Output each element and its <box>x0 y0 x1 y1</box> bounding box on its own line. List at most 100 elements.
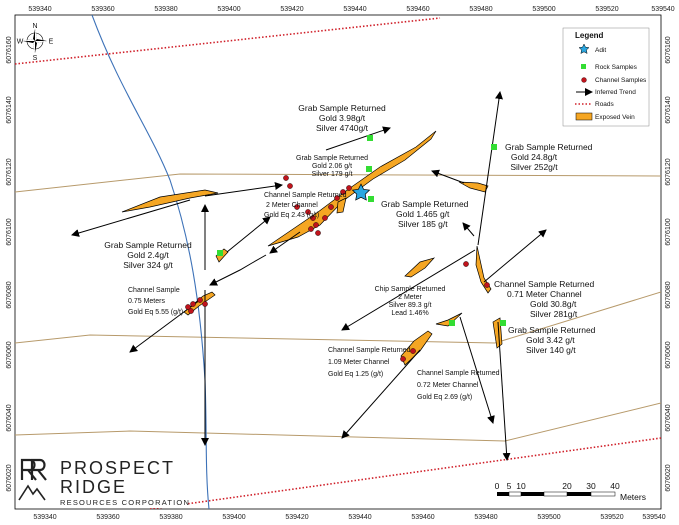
label-line: Silver 89.3 g/t <box>389 302 432 309</box>
channel-sample <box>463 261 469 267</box>
label-grab4: Grab Sample Returned Gold 1.465 g/t Silv… <box>381 199 469 229</box>
compass-star <box>23 29 47 53</box>
label-channel4: Channel Sample Returned 1.09 Meter Chann… <box>328 347 411 378</box>
label-chip: Chip Sample Returned 2 Meter Silver 89.3… <box>375 286 446 317</box>
label-line: 0.72 Meter Channel <box>417 382 479 389</box>
channel-sample <box>202 301 208 307</box>
y-tick: 6076140 <box>665 96 672 123</box>
legend-title: Legend <box>575 31 604 40</box>
x-tick: 539420 <box>285 514 308 521</box>
rock-sample <box>367 135 373 141</box>
scale-tick: 0 <box>495 481 500 491</box>
compass-e: E <box>49 39 54 46</box>
y-axis-left: 6076160 6076140 6076120 6076100 6076080 … <box>6 36 13 491</box>
channel-sample <box>328 204 334 210</box>
contour-line <box>15 291 661 344</box>
label-line: Channel Sample Returned <box>328 347 411 354</box>
rock-sample <box>366 166 372 172</box>
scale-bar: 0 5 10 20 30 40 Meters <box>495 481 646 502</box>
trend-arrow <box>431 169 465 184</box>
trend-arrow <box>325 126 391 151</box>
label-grab3: Grab Sample Returned Gold 24.8g/t Silver… <box>505 142 593 172</box>
contour-lines <box>15 173 661 442</box>
x-tick: 539380 <box>159 514 182 521</box>
label-line: Grab Sample Returned <box>505 142 593 152</box>
vein <box>475 245 492 294</box>
rock-sample <box>449 320 455 326</box>
label-line: Channel Sample <box>128 287 180 294</box>
scale-unit: Meters <box>620 492 646 502</box>
channel-sample <box>310 215 316 221</box>
y-tick: 6076080 <box>6 281 13 308</box>
y-tick: 6076140 <box>6 96 13 123</box>
scale-tick: 30 <box>586 481 596 491</box>
map-frame <box>14 14 662 510</box>
compass-n: N <box>32 23 37 30</box>
x-tick: 539380 <box>154 6 177 13</box>
label-channel3: Channel Sample Returned 0.71 Meter Chann… <box>494 279 594 319</box>
channel-sample <box>287 183 293 189</box>
label-channel5: Channel Sample Returned 0.72 Meter Chann… <box>417 370 500 401</box>
label-line: Silver 4740g/t <box>316 123 369 133</box>
y-tick: 6076100 <box>665 218 672 245</box>
trend-arrow <box>226 216 271 253</box>
y-tick: 6076160 <box>6 36 13 63</box>
channel-sample <box>197 297 203 303</box>
trend-arrow <box>483 229 547 283</box>
rock-samples <box>217 135 506 326</box>
x-tick: 539360 <box>91 6 114 13</box>
channel-sample <box>190 301 196 307</box>
label-line: Grab Sample Returned <box>508 325 596 335</box>
vein <box>492 317 503 349</box>
x-tick: 539520 <box>595 6 618 13</box>
x-tick: 539360 <box>96 514 119 521</box>
y-tick: 6076100 <box>6 218 13 245</box>
company-logo: PROSPECT RIDGE RESOURCES CORPORATION <box>16 448 190 508</box>
legend-label: Channel Samples <box>595 77 647 84</box>
logo-line3: RESOURCES CORPORATION <box>60 498 190 507</box>
label-line: Silver 281g/t <box>530 309 578 319</box>
y-tick: 6076020 <box>6 464 13 491</box>
trend-arrow <box>71 199 191 237</box>
label-line: Gold Eq 5.55 (g/t) <box>128 309 183 316</box>
channel-sample <box>322 215 328 221</box>
label-line: Gold 1.465 g/t <box>396 209 450 219</box>
label-line: Chip Sample Returned <box>375 286 446 293</box>
label-channel2: Channel Sample 0.75 Meters Gold Eq 5.55 … <box>128 287 183 316</box>
x-tick: 539440 <box>343 6 366 13</box>
vein <box>336 197 347 214</box>
trend-arrow <box>497 321 511 461</box>
y-tick: 6076120 <box>6 158 13 185</box>
channel-sample <box>346 185 352 191</box>
logo-line1: PROSPECT <box>60 458 175 478</box>
legend-vein-swatch <box>575 112 593 121</box>
label-line: Silver 185 g/t <box>398 219 448 229</box>
logo-mark <box>18 458 47 501</box>
trend-arrow <box>462 222 475 237</box>
x-tick: 539340 <box>28 6 51 13</box>
logo-line2: RIDGE <box>60 477 127 497</box>
channel-sample <box>305 209 311 215</box>
channel-sample <box>294 204 300 210</box>
compass-s: S <box>33 55 38 62</box>
channel-sample <box>283 175 289 181</box>
vein <box>400 330 433 366</box>
label-line: Channel Sample Returned <box>494 279 594 289</box>
x-tick: 539420 <box>280 6 303 13</box>
y-tick: 6076060 <box>665 341 672 368</box>
y-tick: 6076040 <box>6 404 13 431</box>
label-line: Gold 24.8g/t <box>511 152 558 162</box>
legend-label: Inferred Trend <box>595 89 636 96</box>
contour-line <box>15 402 661 442</box>
label-grab2: Grab Sample Returned Gold 2.06 g/t Silve… <box>296 155 368 178</box>
scale-tick: 5 <box>507 481 512 491</box>
x-tick: 539540 <box>642 514 665 521</box>
legend-label: Adit <box>595 47 606 54</box>
label-line: Gold Eq 2.43 (g/t) <box>264 212 319 219</box>
legend-adit-star <box>578 43 590 54</box>
legend-rock-swatch <box>581 64 586 69</box>
channel-sample <box>340 189 346 195</box>
label-line: 2 Meter Channel <box>266 202 318 209</box>
channel-sample <box>185 304 191 310</box>
